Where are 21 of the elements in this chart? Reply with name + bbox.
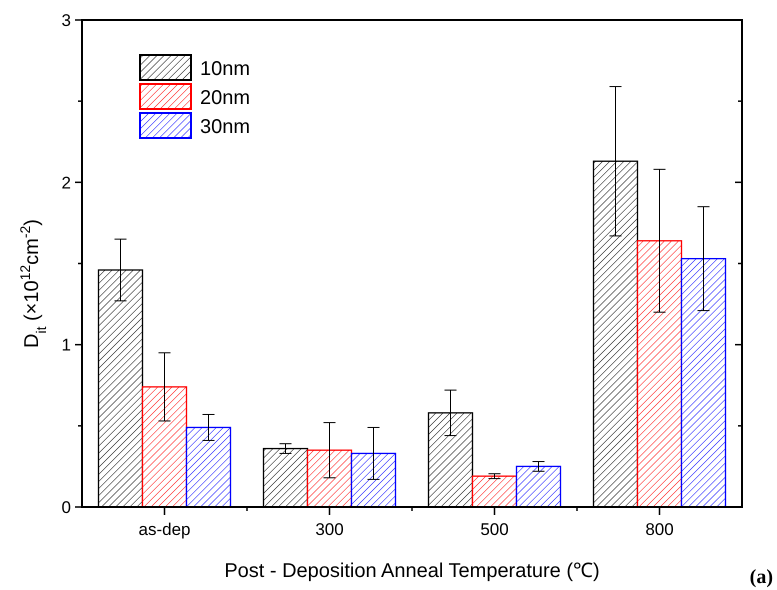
legend-label: 10nm (200, 58, 250, 80)
bar (472, 476, 518, 508)
legend-label: 30nm (200, 116, 250, 138)
x-tick-label: 500 (480, 520, 509, 539)
bar (142, 386, 188, 508)
bar (306, 450, 352, 508)
x-tick-label: 800 (645, 520, 674, 539)
y-tick-label: 0 (62, 498, 71, 517)
legend-label: 20nm (200, 87, 250, 109)
y-tick-label: 1 (62, 336, 71, 355)
bar (186, 426, 232, 508)
text: (a) (750, 566, 773, 588)
y-tick-label: 3 (62, 10, 71, 30)
x-axis-title: Post - Deposition Anneal Temperature (℃) (224, 560, 600, 582)
bar (680, 258, 726, 508)
x-tick-label: as-dep (138, 520, 190, 539)
bar (350, 452, 396, 508)
x-tick-label: 300 (315, 520, 344, 539)
bar (516, 466, 562, 508)
y-tick-label: 2 (62, 173, 71, 192)
bar (636, 240, 682, 508)
